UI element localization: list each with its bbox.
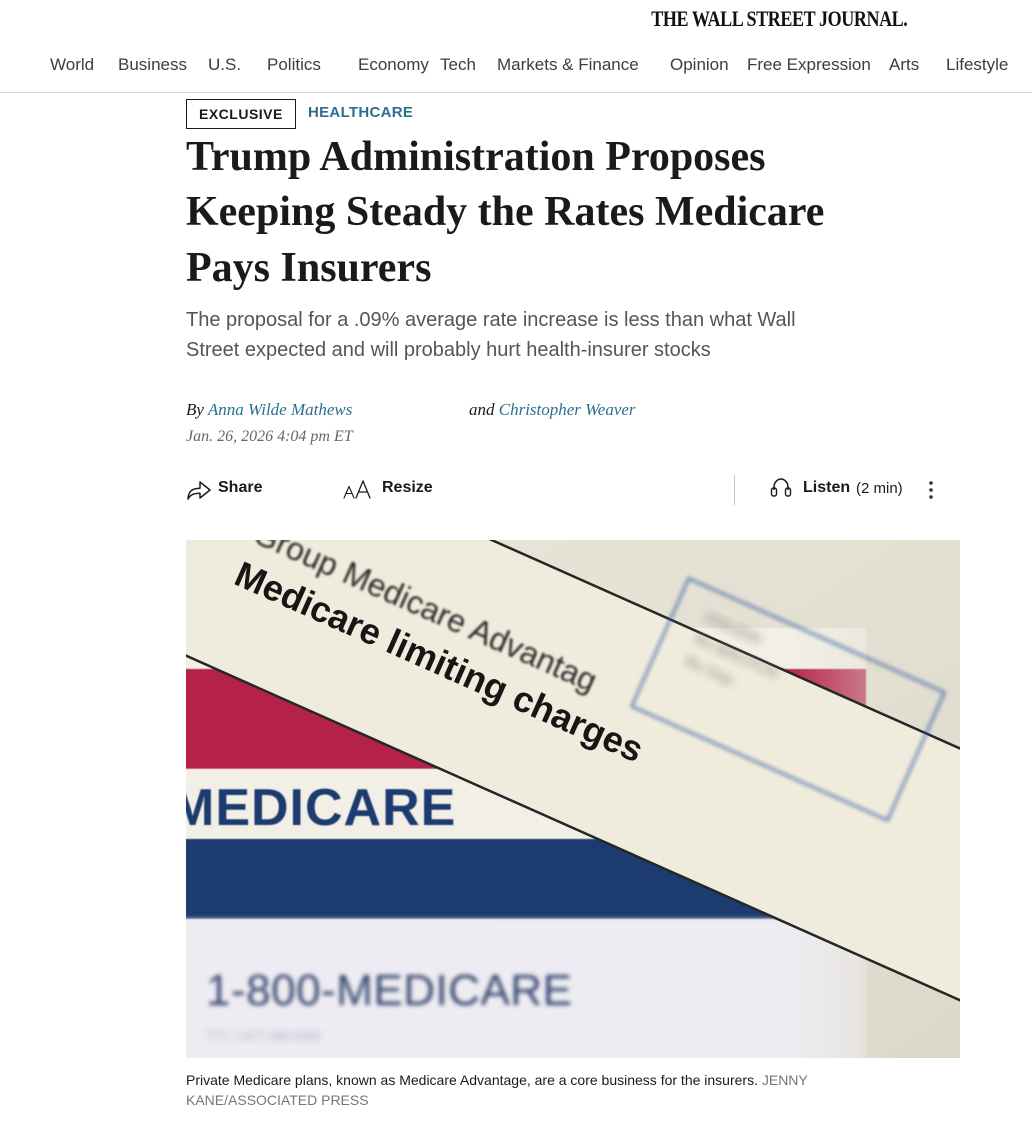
svg-text:MEDICARE: MEDICARE: [186, 779, 456, 837]
svg-text:1-800-MEDICARE: 1-800-MEDICARE: [206, 966, 572, 1015]
svg-text:TTY: 1-877-486-2048: TTY: 1-877-486-2048: [206, 1029, 320, 1043]
